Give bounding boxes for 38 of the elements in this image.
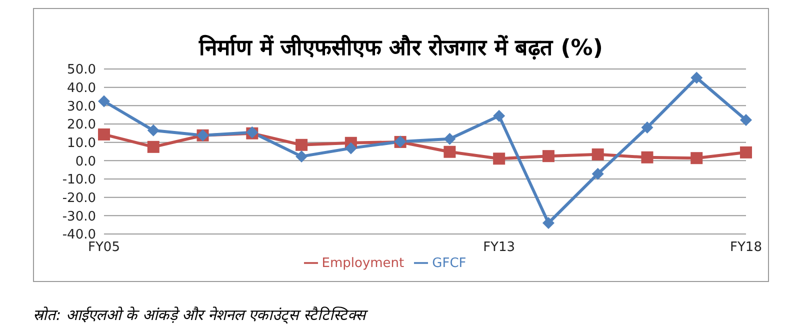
y-tick-label: -20.0 — [62, 190, 96, 206]
text: स्रोत: आईएलओ के आंकड़े और नेशनल एकाउंट्स स्टैटिस्टिक्स — [33, 305, 370, 324]
point — [296, 138, 308, 151]
y-tick-label: -10.0 — [62, 172, 96, 188]
chart-title: निर्माण में जीएफसीएफ और रोजगार में बढ़त (%) — [198, 34, 604, 61]
point — [147, 140, 160, 153]
y-tick-label: 50.0 — [67, 62, 96, 78]
point — [592, 148, 604, 160]
point — [98, 128, 110, 140]
x-tick-label: FY13 — [483, 240, 516, 256]
point — [344, 142, 357, 154]
point — [493, 152, 506, 165]
point — [98, 95, 110, 108]
point — [690, 72, 703, 84]
y-tick-label: 10.0 — [67, 136, 96, 151]
point — [592, 168, 604, 180]
point — [740, 146, 752, 158]
y-tick-label: -40.0 — [62, 228, 96, 243]
x-tick-label: FY18 — [730, 240, 762, 256]
point — [542, 217, 554, 229]
point — [641, 121, 654, 134]
x-tick-label: FY05 — [88, 240, 120, 256]
point — [641, 151, 654, 164]
legend-label: Employment — [322, 256, 404, 271]
point — [444, 146, 456, 158]
y-tick-label: 30.0 — [67, 99, 96, 114]
point — [740, 114, 752, 126]
point — [690, 152, 703, 164]
point — [147, 124, 160, 136]
y-tick-label: -30.0 — [62, 209, 96, 224]
y-tick-label: 20.0 — [67, 118, 96, 133]
point — [493, 110, 506, 122]
point — [542, 150, 554, 162]
y-tick-label: 0.0 — [75, 154, 96, 170]
point — [444, 132, 456, 145]
y-tick-label: 40.0 — [67, 80, 96, 96]
point — [296, 150, 308, 162]
legend-label: GFCF — [432, 256, 466, 271]
